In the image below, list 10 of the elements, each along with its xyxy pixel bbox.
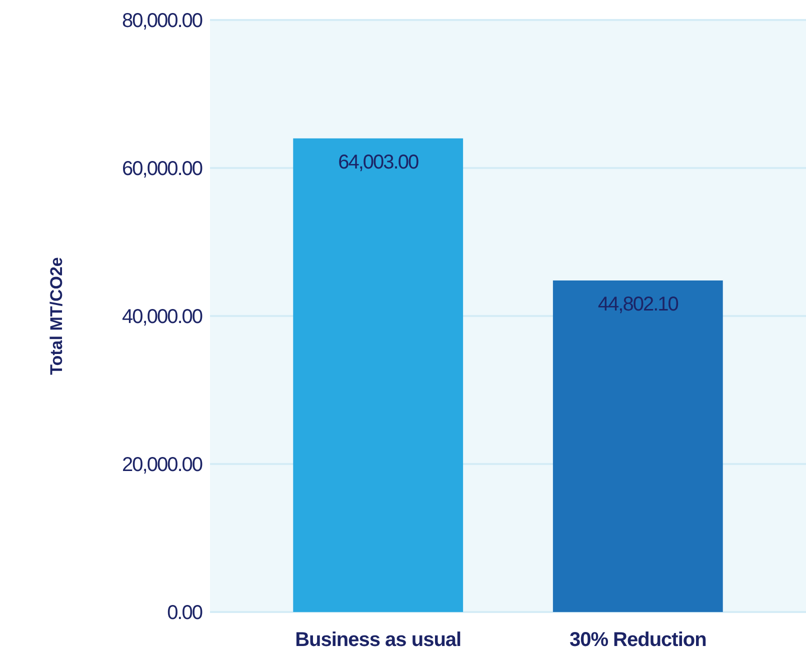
y-tick-label: 0.00 xyxy=(167,602,203,624)
y-tick-label: 40,000.00 xyxy=(122,306,203,328)
y-tick-label: 60,000.00 xyxy=(122,158,203,180)
x-tick-label: Business as usual xyxy=(295,629,462,651)
data-label: 44,802.10 xyxy=(598,293,679,316)
y-axis-title: Total MT/CO2e xyxy=(47,257,66,375)
x-tick-label: 30% Reduction xyxy=(569,629,706,651)
y-tick-label: 80,000.00 xyxy=(122,10,203,32)
data-label: 64,003.00 xyxy=(338,151,419,174)
y-tick-label: 20,000.00 xyxy=(122,454,203,476)
